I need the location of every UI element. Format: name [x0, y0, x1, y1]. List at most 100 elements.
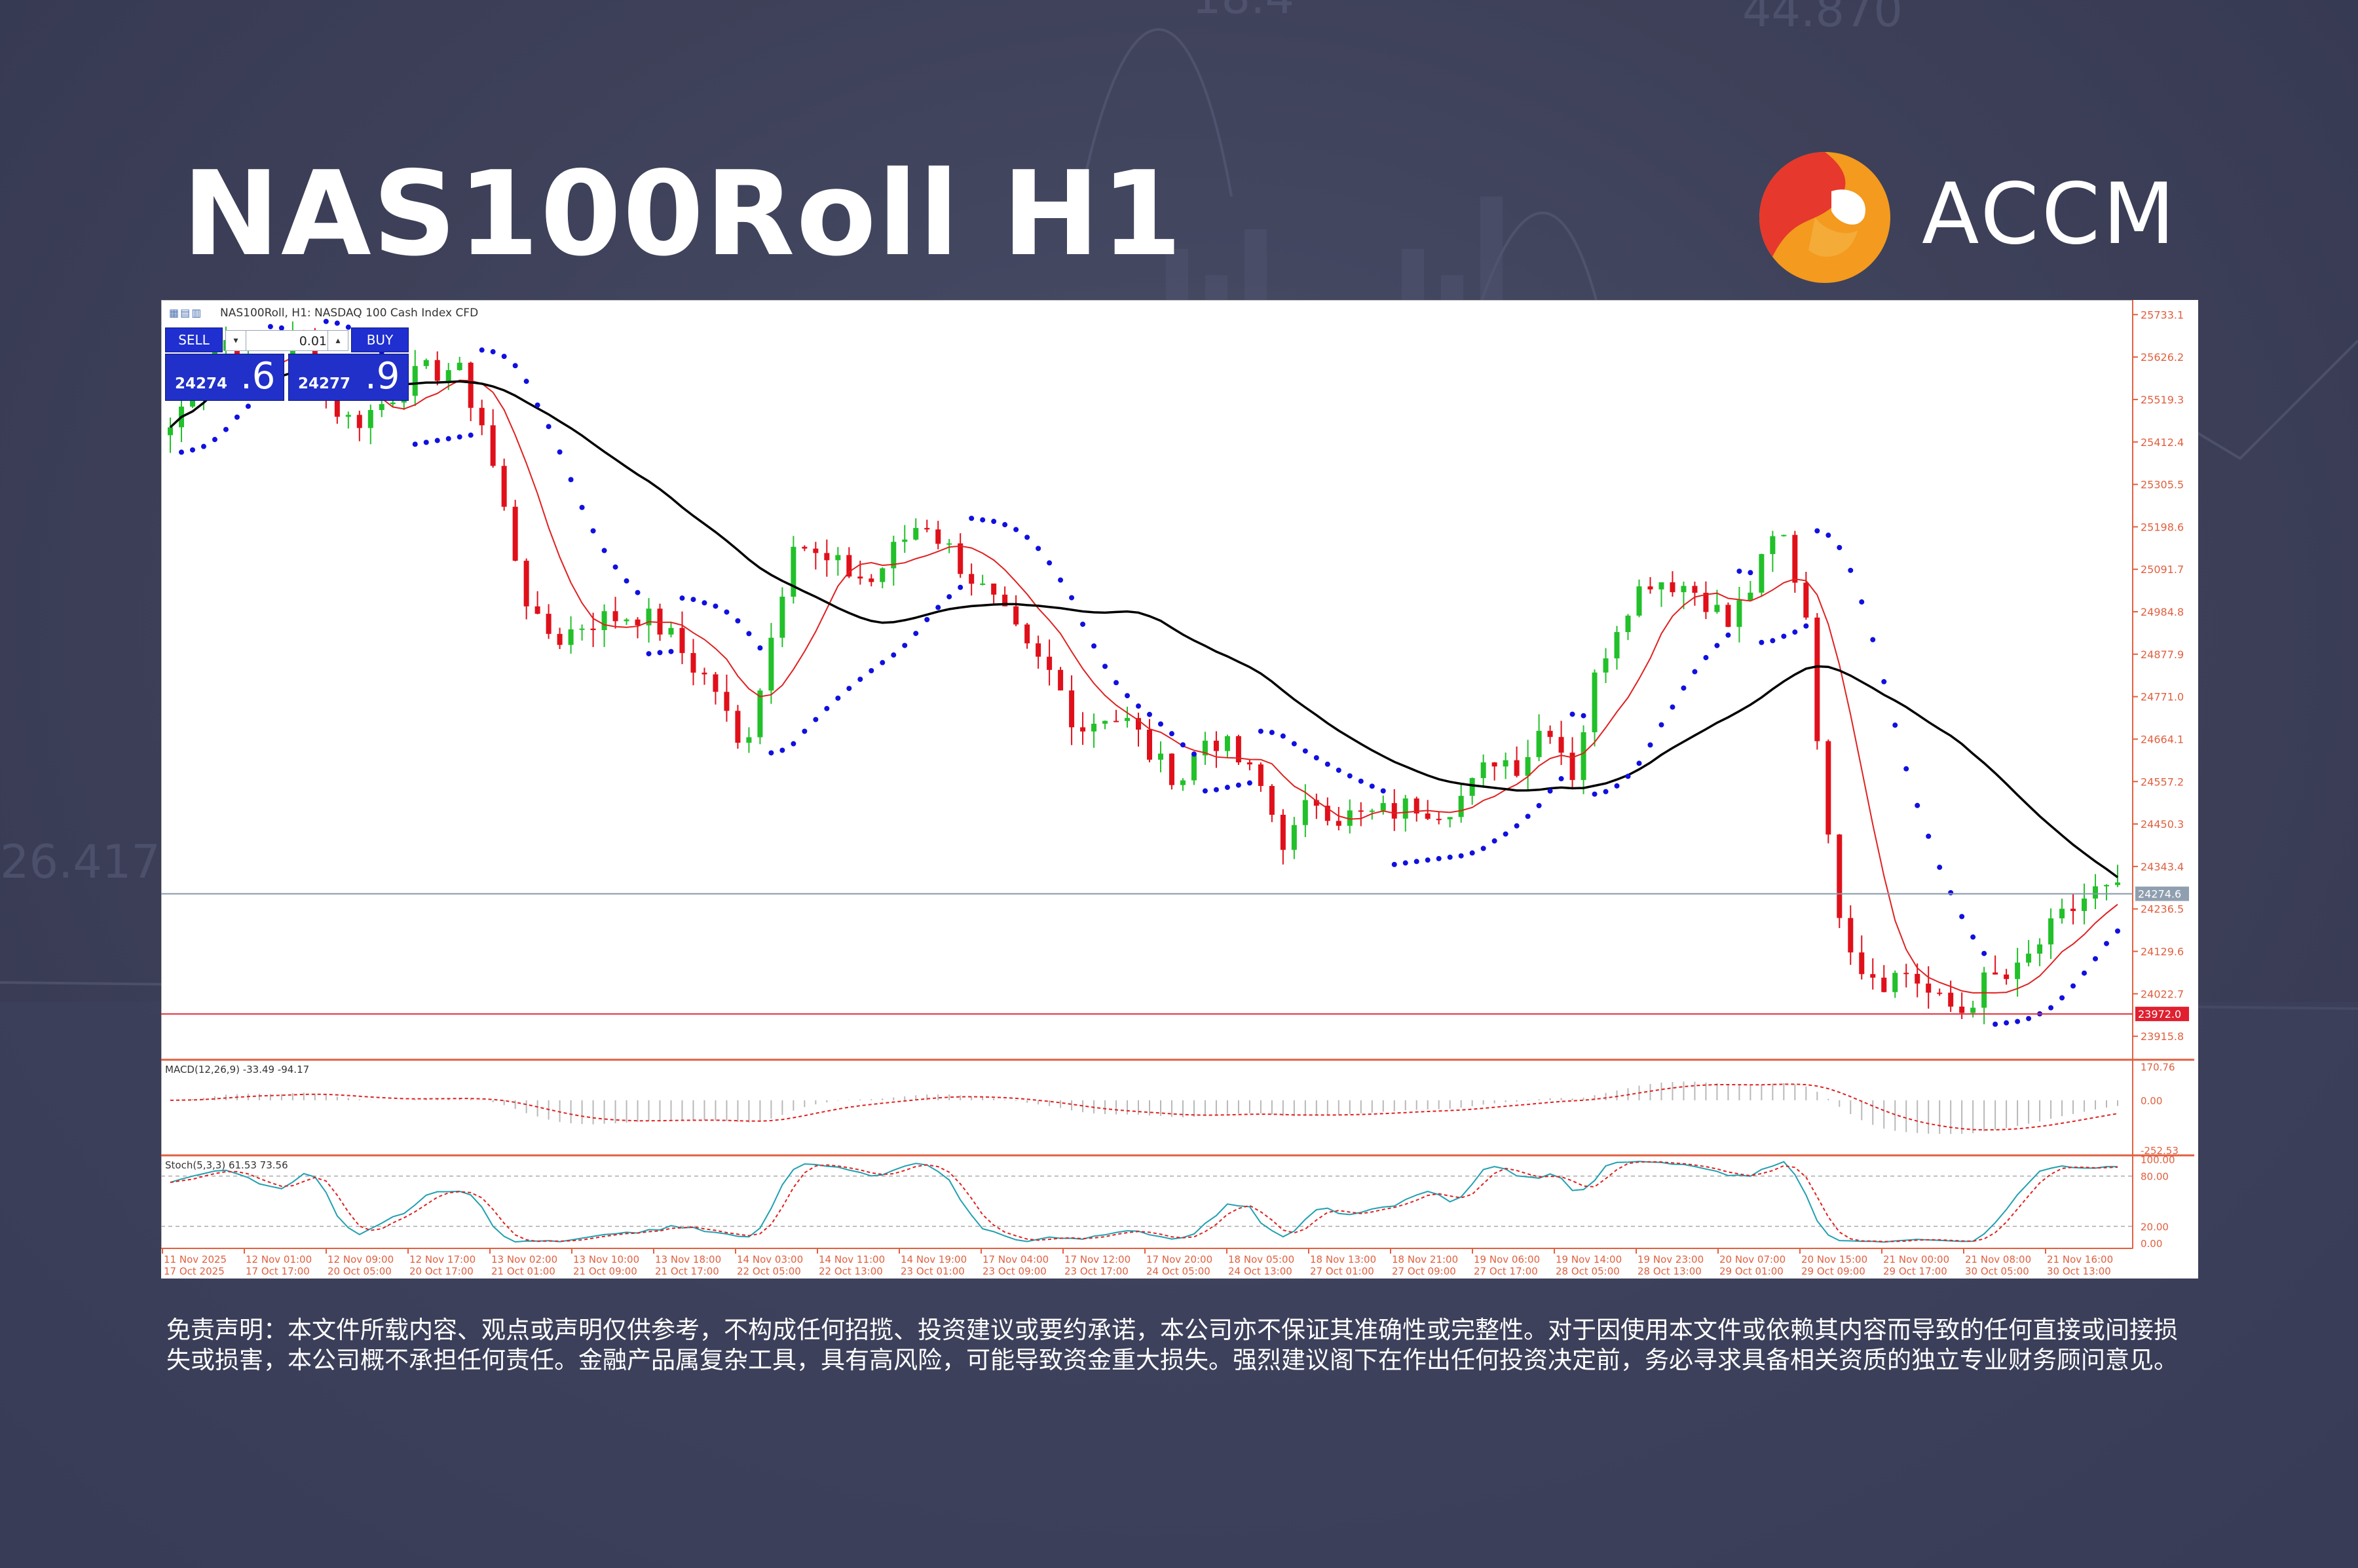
sell-price-display[interactable]: 24274 .6: [165, 354, 284, 401]
candle-body: [1324, 806, 1330, 821]
candle-body: [646, 608, 652, 625]
psar-dot: [1402, 860, 1408, 866]
psar-dot: [1981, 950, 1987, 956]
lot-size-input[interactable]: [247, 332, 328, 350]
psar-dot: [1480, 846, 1486, 851]
candle-body: [1013, 606, 1019, 625]
candle-body: [1569, 753, 1575, 780]
psar-dot: [434, 438, 440, 443]
candle-body: [757, 690, 763, 737]
brand-name: ACCM: [1922, 166, 2178, 263]
lot-decrease-icon[interactable]: ▾: [226, 331, 246, 350]
one-click-trading-panel: SELL ▾ ▴ BUY 24274 .6 24277 .9: [165, 327, 409, 401]
candle-body: [1770, 536, 1776, 554]
time-tick-label-secondary: 17 Oct 2025: [164, 1265, 225, 1277]
time-tick-label-secondary: 29 Oct 09:00: [1801, 1265, 1865, 1277]
candle-body: [445, 370, 451, 381]
price-tick-label: 23915.8: [2141, 1030, 2184, 1043]
time-tick-label-secondary: 21 Oct 17:00: [655, 1265, 719, 1277]
time-tick-label: 21 Nov 00:00: [1883, 1254, 1949, 1265]
time-tick-label-secondary: 20 Oct 05:00: [328, 1265, 392, 1277]
candle-body: [379, 403, 384, 411]
psar-dot: [1837, 544, 1843, 550]
psar-dot: [802, 728, 808, 734]
time-tick-label-secondary: 28 Oct 05:00: [1556, 1265, 1620, 1277]
time-tick-label-secondary: 21 Oct 01:00: [491, 1265, 555, 1277]
psar-dot: [223, 426, 229, 432]
psar-dot: [1569, 711, 1575, 717]
psar-dot: [1358, 778, 1364, 784]
psar-dot: [1080, 622, 1086, 627]
time-tick-label-secondary: 21 Oct 09:00: [573, 1265, 637, 1277]
price-tick-label: 25412.4: [2141, 436, 2184, 449]
psar-dot: [1036, 546, 1041, 551]
psar-dot: [1114, 680, 1119, 686]
psar-dot: [1213, 787, 1219, 793]
stoch-label: Stoch(5,3,3) 61.53 73.56: [165, 1159, 288, 1171]
candle-body: [1781, 534, 1787, 536]
candle-body: [1235, 736, 1241, 762]
psar-dot: [1347, 773, 1353, 779]
candle-body: [1948, 992, 1954, 1007]
psar-dot: [1391, 861, 1397, 867]
candle-body: [579, 628, 585, 630]
support-price-tag-bg: [2135, 1007, 2189, 1022]
candle-body: [557, 633, 563, 645]
time-tick-label-secondary: 27 Oct 09:00: [1392, 1265, 1456, 1277]
psar-dot: [757, 645, 763, 651]
candle-body: [635, 619, 641, 625]
sell-button[interactable]: SELL: [165, 327, 223, 352]
price-tick-label: 24129.6: [2141, 946, 2184, 958]
psar-dot: [1002, 522, 1008, 528]
candle-body: [1458, 796, 1464, 817]
chart-canvas[interactable]: MACD(12,26,9) -33.49 -94.17 170.76 0.00 -25…: [161, 300, 2198, 1279]
candle-body: [824, 553, 830, 561]
candle-body: [1147, 729, 1152, 760]
candle-body: [1114, 720, 1119, 722]
time-tick-label-secondary: 22 Oct 13:00: [819, 1265, 883, 1277]
psar-dot: [1670, 704, 1675, 710]
psar-dot: [1024, 534, 1030, 540]
lot-size-stepper[interactable]: ▾ ▴: [225, 330, 348, 351]
psar-dot: [423, 439, 429, 445]
psar-dot: [1380, 788, 1386, 794]
candle-body: [1136, 718, 1142, 730]
candle-body: [1636, 586, 1642, 616]
mt-chart-window[interactable]: MACD(12,26,9) -33.49 -94.17 170.76 0.00 -25…: [161, 300, 2198, 1279]
lot-increase-icon[interactable]: ▴: [328, 331, 348, 350]
psar-dot: [501, 354, 507, 360]
candle-body: [1514, 760, 1520, 776]
candle-body: [1069, 690, 1075, 728]
candle-body: [902, 539, 908, 542]
disclaimer-text: 免责声明：本文件所载内容、观点或声明仅供参考，不构成任何招揽、投资建议或要约承诺…: [166, 1316, 2178, 1374]
psar-dot: [1614, 783, 1620, 789]
buy-button[interactable]: BUY: [351, 327, 409, 352]
psar-dot: [668, 648, 674, 654]
psar-dot: [1313, 755, 1319, 760]
psar-dot: [546, 424, 552, 430]
candle-body: [2037, 944, 2043, 954]
buy-price-display[interactable]: 24277 .9: [288, 354, 409, 401]
psar-dot: [1658, 722, 1664, 728]
candle-body: [1291, 825, 1297, 850]
psar-dot: [601, 548, 607, 553]
candle-body: [2115, 882, 2121, 886]
psar-dot: [935, 605, 941, 610]
price-tick-label: 24877.9: [2141, 648, 2184, 661]
psar-dot: [624, 578, 629, 584]
time-tick-label: 13 Nov 18:00: [655, 1254, 721, 1265]
candle-body: [935, 529, 941, 544]
candle-body: [1224, 736, 1230, 751]
psar-dot: [323, 318, 329, 324]
psar-dot: [2059, 995, 2065, 1001]
psar-dot: [1235, 782, 1241, 788]
psar-dot: [1959, 914, 1965, 920]
psar-dot: [902, 643, 908, 648]
candle-body: [457, 362, 462, 371]
candle-body: [1748, 592, 1753, 601]
candle-body: [1970, 1007, 1976, 1013]
time-tick-label: 18 Nov 13:00: [1310, 1254, 1376, 1265]
time-tick-label-secondary: 24 Oct 13:00: [1228, 1265, 1292, 1277]
candle-body: [924, 528, 930, 530]
psar-dot: [1825, 532, 1831, 538]
